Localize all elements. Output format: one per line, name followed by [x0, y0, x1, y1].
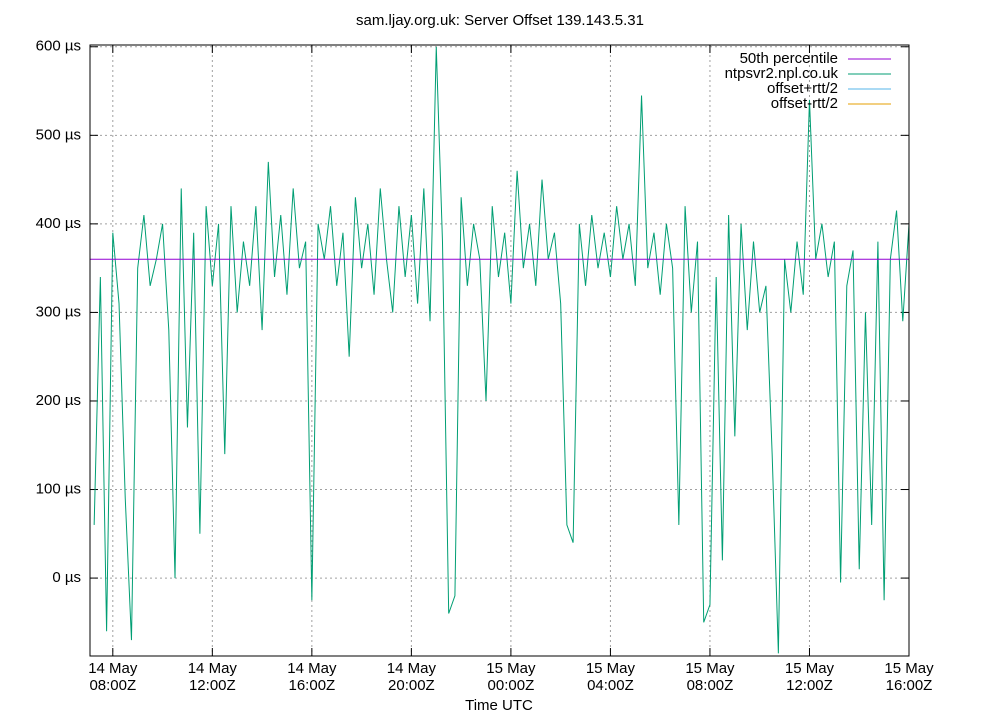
y-tick-label: 500 µs: [36, 126, 81, 143]
x-tick-label-line: 12:00Z: [786, 677, 833, 694]
y-tick-label: 400 µs: [36, 215, 81, 232]
y-tick-label: 300 µs: [36, 303, 81, 320]
y-tick-label: 100 µs: [36, 480, 81, 497]
x-tick-label-line: 16:00Z: [289, 677, 336, 694]
x-tick-label-line: 15 May: [785, 660, 835, 677]
x-tick-label-line: 14 May: [88, 660, 138, 677]
x-tick-label-line: 15 May: [486, 660, 536, 677]
x-tick-label-line: 15 May: [685, 660, 735, 677]
x-axis-label: Time UTC: [465, 697, 533, 714]
x-tick-label-line: 20:00Z: [388, 677, 435, 694]
y-tick-label: 600 µs: [36, 38, 81, 55]
chart-title: sam.ljay.org.uk: Server Offset 139.143.5…: [356, 12, 644, 29]
x-tick-label-line: 15 May: [586, 660, 636, 677]
legend-label: offset-rtt/2: [771, 95, 838, 112]
x-tick-label-line: 15 May: [884, 660, 934, 677]
legend-label: offset+rtt/2: [767, 80, 838, 97]
x-tick-label-line: 04:00Z: [587, 677, 634, 694]
y-tick-label: 200 µs: [36, 392, 81, 409]
x-tick-label-line: 00:00Z: [488, 677, 535, 694]
x-tick-label-line: 14 May: [188, 660, 238, 677]
x-tick-label-line: 12:00Z: [189, 677, 236, 694]
x-tick-label-line: 08:00Z: [89, 677, 136, 694]
x-tick-label-line: 14 May: [287, 660, 337, 677]
legend-label: 50th percentile: [740, 50, 838, 67]
series-line: [93, 46, 909, 654]
x-tick-label-line: 08:00Z: [687, 677, 734, 694]
legend-label: ntpsvr2.npl.co.uk: [725, 65, 839, 82]
x-tick-label-line: 14 May: [387, 660, 437, 677]
plot-border: [89, 44, 910, 657]
x-tick-label-line: 16:00Z: [886, 677, 933, 694]
y-tick-label: 0 µs: [52, 569, 81, 586]
